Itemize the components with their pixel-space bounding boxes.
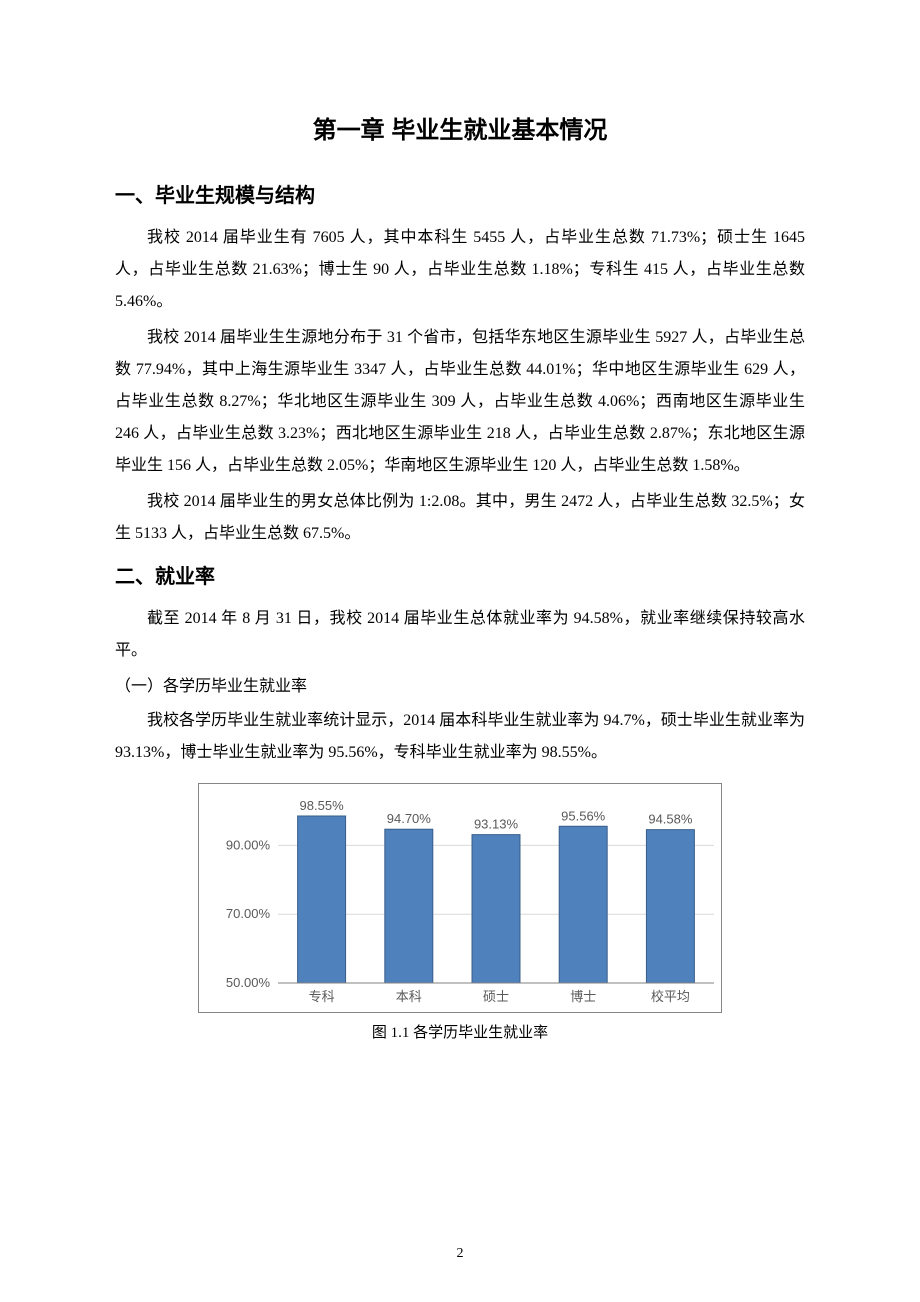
bar-chart-svg: 50.00% 70.00% 90.00% 98.55% 专科 94.70% 本科 93.13%… — [198, 783, 722, 1013]
section-1-paragraph-2: 我校 2014 届毕业生生源地分布于 31 个省市，包括华东地区生源毕业生 59… — [115, 322, 805, 482]
svg-text:94.70%: 94.70% — [387, 811, 432, 826]
section-2-subheading: （一）各学历毕业生就业率 — [115, 671, 805, 703]
svg-text:专科: 专科 — [309, 989, 335, 1004]
svg-text:90.00%: 90.00% — [226, 837, 271, 852]
svg-text:博士: 博士 — [570, 989, 596, 1004]
section-2-heading: 二、就业率 — [115, 560, 805, 589]
section-2-paragraph-2: 我校各学历毕业生就业率统计显示，2014 届本科毕业生就业率为 94.7%，硕士… — [115, 705, 805, 769]
section-1-paragraph-3: 我校 2014 届毕业生的男女总体比例为 1:2.08。其中，男生 2472 人… — [115, 486, 805, 550]
svg-text:95.56%: 95.56% — [561, 808, 606, 823]
section-2-paragraph-1: 截至 2014 年 8 月 31 日，我校 2014 届毕业生总体就业率为 94… — [115, 603, 805, 667]
svg-text:70.00%: 70.00% — [226, 906, 271, 921]
svg-text:硕士: 硕士 — [483, 989, 509, 1004]
svg-text:50.00%: 50.00% — [226, 975, 271, 990]
svg-text:98.55%: 98.55% — [300, 798, 345, 813]
chart-caption: 图 1.1 各学历毕业生就业率 — [198, 1021, 722, 1042]
section-1-paragraph-1: 我校 2014 届毕业生有 7605 人，其中本科生 5455 人，占毕业生总数… — [115, 222, 805, 318]
page-number: 2 — [0, 1246, 920, 1262]
svg-text:94.58%: 94.58% — [648, 812, 693, 827]
svg-text:本科: 本科 — [396, 989, 422, 1004]
employment-rate-chart: 50.00% 70.00% 90.00% 98.55% 专科 94.70% 本科 93.13%… — [190, 777, 730, 1048]
section-1-heading: 一、毕业生规模与结构 — [115, 179, 805, 208]
svg-text:93.13%: 93.13% — [474, 817, 519, 832]
document-page: 第一章 毕业生就业基本情况 一、毕业生规模与结构 我校 2014 届毕业生有 7… — [0, 0, 920, 1302]
chapter-title: 第一章 毕业生就业基本情况 — [115, 110, 805, 145]
svg-text:校平均: 校平均 — [651, 989, 690, 1004]
